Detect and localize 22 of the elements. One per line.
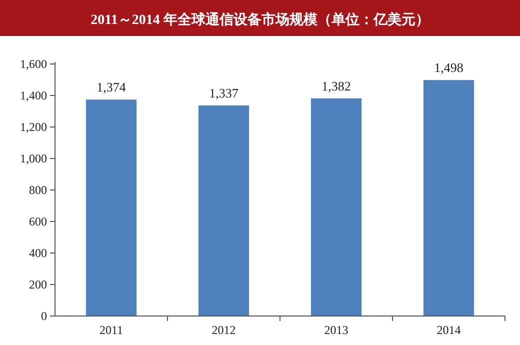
y-tick-label: 1,400 <box>20 88 47 102</box>
x-tick-label: 2012 <box>212 323 236 337</box>
x-tick-label: 2014 <box>436 323 461 337</box>
chart-title: 2011～2014 年全球通信设备市场规模（单位：亿美元） <box>90 11 430 28</box>
y-tick-label: 1,600 <box>20 57 47 71</box>
data-label: 1,337 <box>209 85 239 100</box>
data-label: 1,374 <box>96 80 126 95</box>
bar <box>198 105 250 316</box>
y-tick-label: 400 <box>29 246 47 260</box>
y-tick-label: 800 <box>29 183 47 197</box>
y-tick-label: 1,000 <box>20 152 47 166</box>
y-tick-label: 200 <box>29 278 47 292</box>
y-tick-label: 600 <box>29 214 47 228</box>
y-tick-label: 0 <box>41 309 47 323</box>
bar <box>86 100 137 316</box>
data-label: 1,498 <box>434 60 464 76</box>
bar <box>423 80 474 316</box>
x-tick-label: 2013 <box>324 323 348 337</box>
x-tick-label: 2011 <box>99 323 124 337</box>
y-tick-label: 1,200 <box>20 120 47 134</box>
bar <box>310 98 362 316</box>
data-label: 1,382 <box>322 78 351 94</box>
